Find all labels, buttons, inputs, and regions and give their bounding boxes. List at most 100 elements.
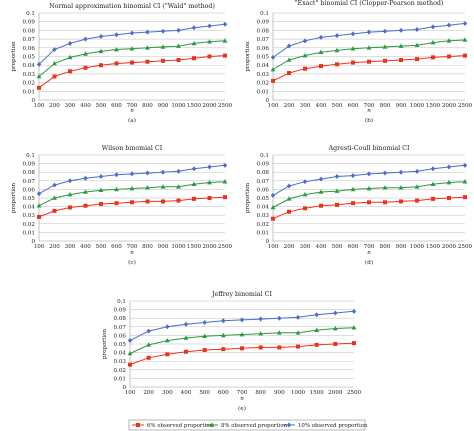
marker-square — [383, 58, 387, 63]
marker-square — [114, 61, 119, 66]
marker-square — [99, 63, 103, 68]
y-tick-label: 0.03 — [23, 72, 36, 78]
marker-diamond — [398, 169, 404, 175]
y-tick-label: 0 — [265, 98, 269, 104]
x-tick-label: 700 — [364, 244, 375, 250]
series-line-diamond — [272, 22, 466, 58]
y-tick-label: 0.01 — [114, 376, 126, 382]
marker-diamond — [414, 168, 420, 174]
panel-label: (b) — [365, 117, 373, 124]
x-tick-label: 900 — [274, 390, 285, 396]
marker-square — [161, 199, 165, 204]
marker-square — [352, 341, 356, 346]
x-tick-label: 200 — [284, 244, 295, 250]
marker-square — [258, 345, 263, 350]
y-tick-label: 0.08 — [23, 170, 36, 176]
x-tick-label: 100 — [268, 103, 279, 109]
marker-triangle — [145, 45, 150, 50]
y-tick-label: 0.03 — [114, 359, 127, 365]
marker-square — [271, 78, 275, 83]
y-tick-label: 0.01 — [257, 230, 269, 236]
chart-title: Jeffrey binomial CI — [211, 291, 272, 298]
x-tick-label: 200 — [143, 390, 154, 396]
x-tick-label: 1500 — [187, 103, 202, 109]
x-tick-label: 900 — [396, 244, 407, 250]
x-tick-label: 300 — [300, 244, 311, 250]
marker-diamond — [222, 162, 228, 168]
y-tick-label: 0.1 — [117, 299, 126, 305]
marker-square — [145, 59, 150, 64]
marker-diamond — [334, 33, 340, 39]
marker-diamond — [398, 27, 404, 33]
panel-c: Wilson binomial CI 0 0.01 0.02 0.03 0.04 0.05 0… — [11, 145, 233, 266]
marker-square — [83, 65, 88, 70]
marker-diamond — [129, 30, 135, 36]
marker-triangle — [114, 186, 119, 192]
x-axis-label: n — [367, 108, 371, 114]
marker-diamond — [350, 31, 356, 37]
y-tick-label: 0.08 — [257, 28, 270, 34]
marker-triangle — [145, 185, 150, 190]
marker-square — [207, 196, 212, 200]
marker-diamond — [430, 166, 436, 172]
x-tick-label: 2000 — [442, 103, 457, 109]
marker-triangle — [36, 73, 42, 79]
marker-diamond — [462, 162, 468, 168]
marker-triangle — [222, 179, 228, 184]
x-tick-label: 300 — [162, 390, 173, 396]
marker-diamond — [446, 164, 452, 170]
marker-triangle — [176, 43, 181, 48]
x-tick-label: 500 — [332, 103, 343, 109]
marker-diamond — [127, 338, 133, 344]
y-tick-label: 0.09 — [114, 308, 127, 314]
marker-square — [351, 60, 355, 65]
x-tick-label: 800 — [380, 103, 391, 109]
marker-triangle — [332, 325, 338, 331]
x-axis-label: n — [367, 250, 371, 256]
y-tick-label: 0.04 — [23, 205, 36, 211]
marker-diamond — [202, 320, 207, 325]
marker-square — [207, 54, 212, 59]
x-tick-label: 2000 — [202, 244, 217, 250]
y-tick-label: 0.08 — [114, 316, 127, 322]
x-axis-label: n — [130, 108, 134, 114]
marker-square — [99, 202, 103, 207]
marker-diamond — [207, 164, 212, 170]
marker-triangle — [430, 39, 436, 45]
y-tick-label: 0.03 — [257, 213, 270, 219]
marker-triangle — [318, 49, 324, 54]
marker-square — [447, 54, 451, 59]
x-tick-label: 600 — [111, 244, 122, 250]
panel-label: (a) — [128, 117, 136, 124]
x-tick-label: 300 — [300, 103, 311, 109]
marker-square — [415, 198, 419, 203]
marker-diamond — [183, 321, 189, 327]
marker-square — [335, 62, 339, 67]
marker-triangle — [382, 44, 388, 49]
marker-triangle — [183, 335, 189, 340]
marker-triangle — [160, 184, 166, 189]
marker-square — [431, 55, 435, 60]
legend-frame — [128, 419, 366, 431]
marker-triangle — [191, 40, 197, 46]
x-tick-label: 2500 — [218, 103, 233, 109]
marker-square — [223, 53, 227, 58]
x-tick-label: 2500 — [347, 390, 362, 396]
y-tick-label: 0.05 — [23, 55, 36, 61]
marker-triangle — [351, 325, 357, 330]
marker-triangle — [207, 179, 212, 185]
marker-square — [367, 200, 371, 205]
x-tick-label: 1500 — [426, 244, 441, 250]
marker-square — [68, 205, 72, 210]
marker-triangle — [98, 48, 104, 54]
chart-title: Agresti-Coull binomial CI — [328, 145, 410, 152]
marker-diamond — [146, 328, 151, 334]
y-tick-label: 0.06 — [23, 187, 36, 193]
panel-e: Jeffrey binomial CI 0 0.01 0.02 0.03 0.04 0.05… — [102, 291, 362, 412]
marker-square — [296, 344, 300, 349]
x-tick-label: 200 — [49, 103, 60, 109]
y-tick-label: 0.02 — [23, 222, 36, 228]
marker-triangle — [350, 186, 356, 192]
marker-square — [383, 200, 387, 205]
panel-a: Normal approximation binomial CI ("Wald"… — [11, 3, 233, 124]
